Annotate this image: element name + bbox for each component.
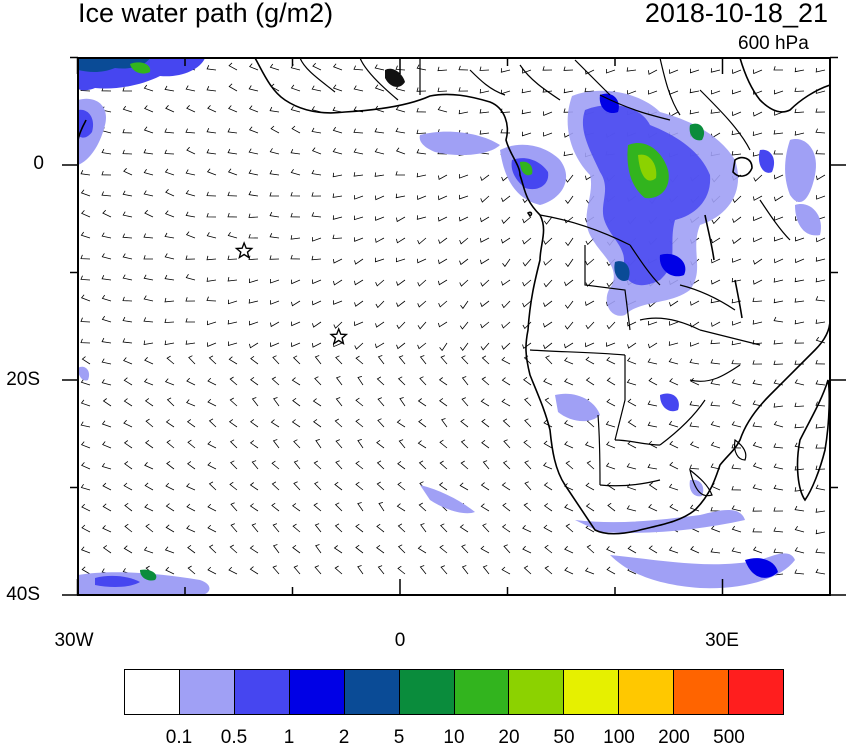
colorbar — [124, 669, 784, 715]
lat-label-40s: 40S — [6, 584, 40, 605]
colorbar-box-1 — [179, 670, 235, 714]
colorbar-label-9: 200 — [658, 727, 690, 748]
colorbar-label-8: 100 — [603, 727, 635, 748]
colorbar-box-6 — [454, 670, 510, 714]
ice-water-path-shading — [78, 58, 821, 595]
colorbar-box-5 — [399, 670, 455, 714]
lon-label-30e: 30E — [705, 630, 739, 651]
colorbar-label-10: 500 — [713, 727, 745, 748]
colorbar-box-7 — [509, 670, 565, 714]
colorbar-label-4: 5 — [393, 727, 405, 748]
colorbar-label-6: 20 — [498, 727, 520, 748]
lat-label-0: 0 — [33, 153, 44, 174]
country-borders — [299, 58, 791, 497]
colorbar-box-11 — [729, 670, 784, 714]
axis-ticks — [62, 56, 846, 596]
colorbar-label-1: 0.5 — [220, 727, 248, 748]
star-marker-2 — [329, 327, 349, 346]
map-frame — [77, 57, 831, 596]
colorbar-label-7: 50 — [553, 727, 575, 748]
lon-label-30w: 30W — [54, 630, 94, 651]
lat-label-20s: 20S — [6, 369, 40, 390]
colorbar-box-0 — [125, 670, 180, 714]
station-markers — [234, 241, 349, 346]
colorbar-label-5: 10 — [443, 727, 465, 748]
colorbar-box-3 — [289, 670, 345, 714]
pressure-level: 600 hPa — [738, 33, 809, 54]
lake-region — [385, 68, 405, 87]
colorbar-label-2: 1 — [283, 727, 295, 748]
valid-datetime: 2018-10-18_21 — [644, 0, 828, 28]
map-title: Ice water path (g/m2) — [78, 0, 334, 28]
colorbar-label-0: 0.1 — [165, 727, 193, 748]
colorbar-box-9 — [619, 670, 675, 714]
coastlines — [78, 58, 830, 535]
colorbar-box-2 — [234, 670, 290, 714]
colorbar-box-4 — [344, 670, 400, 714]
colorbar-label-3: 2 — [338, 727, 350, 748]
star-marker-1 — [234, 241, 254, 260]
colorbar-box-8 — [564, 670, 620, 714]
colorbar-box-10 — [674, 670, 730, 714]
lon-label-0: 0 — [394, 630, 406, 651]
